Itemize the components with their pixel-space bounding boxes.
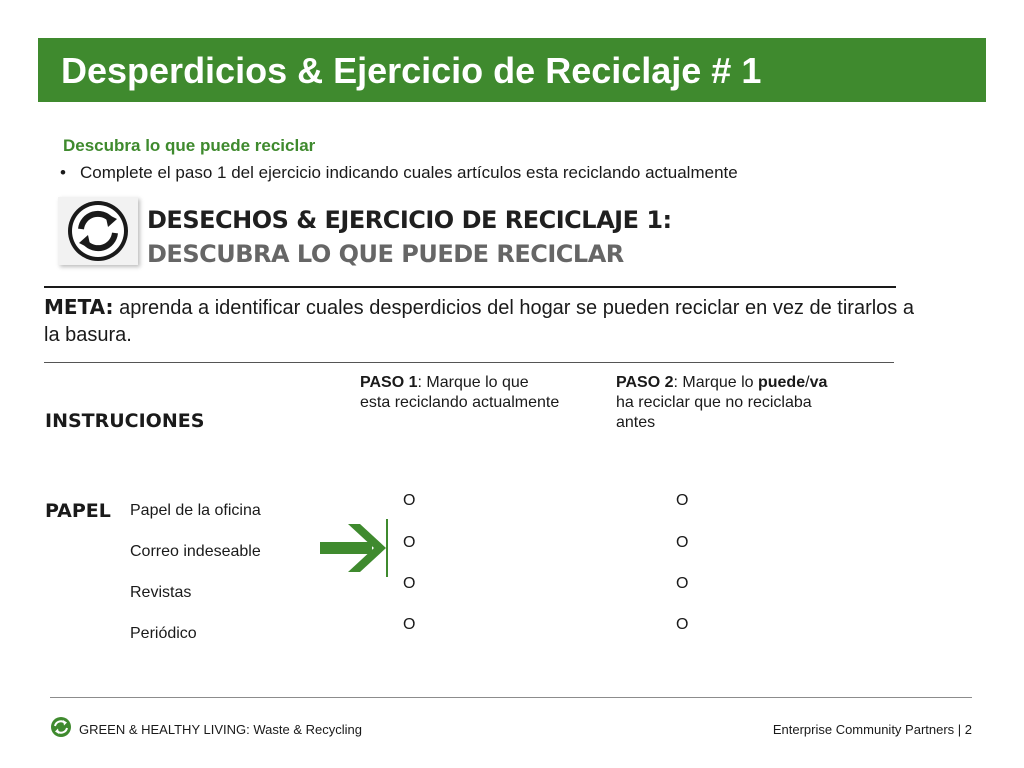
section-subtitle: Descubra lo que puede reciclar [63,136,316,155]
footer-course-title: GREEN & HEALTHY LIVING: Waste & Recyclin… [79,722,362,737]
step-2-checkbox[interactable]: O [676,492,689,509]
step-1-text: : Marque lo que esta reciclando actualme… [360,374,560,411]
divider [44,286,896,288]
footer-page-info: Enterprise Community Partners | 2 [772,722,972,737]
step-2-instruction: PASO 2: Marque lo puede/va ha reciclar q… [616,373,836,433]
title-bar: Desperdicios & Ejercicio de Reciclaje # … [38,38,986,102]
goal-description: aprenda a identificar cuales desperdicio… [44,297,914,346]
step-2-text: : Marque lo [673,374,758,391]
bullet-text: Complete el paso 1 del ejercicio indican… [80,163,738,182]
step-1-label: PASO 1 [360,374,418,391]
step-1-checkbox[interactable]: O [403,616,416,633]
step-1-checkbox[interactable]: O [403,575,416,592]
step-2-label: PASO 2 [616,374,674,391]
goal-label: META: [44,295,114,319]
step-2-bold-va: va [809,374,828,391]
recycle-icon [68,201,128,261]
step-2-text-end: ha reciclar que no reciclaba antes [616,394,812,431]
list-item: Correo indeseable [130,543,261,560]
recycle-icon [51,717,71,737]
bullet-item: • Complete el paso 1 del ejercicio indica… [60,163,738,183]
page-title: Desperdicios & Ejercicio de Reciclaje # … [61,50,762,91]
step-2-bold-puede: puede [757,374,806,391]
step-2-checkbox[interactable]: O [676,575,689,592]
bullet-dot: • [60,163,66,182]
worksheet-subheading: DESCUBRA LO QUE PUEDE RECICLAR [147,240,624,268]
list-item: Papel de la oficina [130,502,261,519]
list-item: Periódico [130,625,197,642]
arrow-right-icon [320,519,388,577]
worksheet-heading: DESECHOS & EJERCICIO DE RECICLAJE 1: [147,206,672,234]
step-2-slash: / [805,374,810,391]
recycle-logo [58,197,138,265]
footer-divider [50,697,972,698]
step-1-checkbox[interactable]: O [403,534,416,551]
category-label: PAPEL [45,500,111,522]
step-1-instruction: PASO 1: Marque lo que esta reciclando ac… [360,373,560,413]
divider [44,362,894,363]
instructions-label: INSTRUCIONES [45,410,205,432]
list-item: Revistas [130,584,192,601]
goal-text: META: aprenda a identificar cuales despe… [44,294,914,349]
step-2-checkbox[interactable]: O [676,534,689,551]
step-1-checkbox[interactable]: O [403,492,416,509]
step-2-checkbox[interactable]: O [676,616,689,633]
